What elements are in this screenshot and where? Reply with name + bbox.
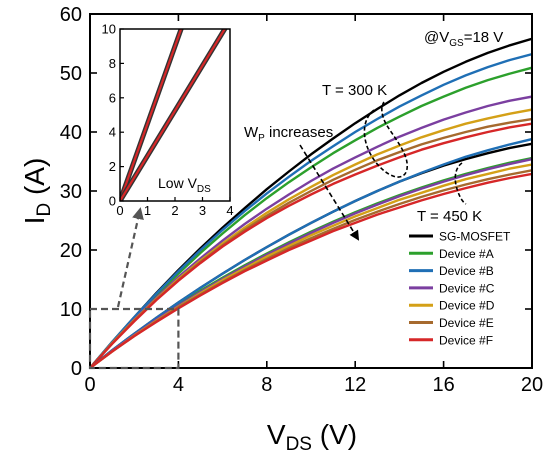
inset-y-tick-label: 0 <box>109 194 116 209</box>
zoom-region-box <box>88 307 180 370</box>
y-tick-label: 30 <box>60 181 82 203</box>
zoom-arrow <box>116 207 144 308</box>
y-tick-label: 40 <box>60 122 82 144</box>
y-tick-label: 60 <box>60 4 82 26</box>
inset-line-t300 <box>120 29 183 201</box>
x-axis-label: VDS (V) <box>267 419 357 451</box>
vgs-annotation: @VGS=18 V <box>424 29 503 49</box>
t450-group-ellipse <box>454 162 467 205</box>
series-line-device-b-t450 <box>90 137 532 368</box>
inset-label: Low VDS <box>158 175 211 195</box>
inset-y-tick-label: 2 <box>109 159 116 174</box>
legend-label-device-a: Device #A <box>439 247 494 261</box>
t450-annotation: T = 450 K <box>417 208 482 225</box>
legend: SG-MOSFET Device #A Device #B Device #C Devi… <box>409 230 511 347</box>
inset-x-tick-label: 0 <box>116 203 123 218</box>
inset-y-tick-label: 8 <box>109 56 116 71</box>
wp-increase-arrow <box>299 144 360 241</box>
inset-x-tick-label: 3 <box>199 203 206 218</box>
t300-annotation: T = 300 K <box>322 82 387 99</box>
y-tick-label: 50 <box>60 63 82 85</box>
y-axis-label: ID (A) <box>19 158 55 225</box>
inset-y-tick-label: 4 <box>109 125 116 140</box>
x-tick-label: 0 <box>84 374 95 396</box>
series-line-device-b-t300 <box>90 52 532 368</box>
inset-y-tick-label: 10 <box>102 22 116 37</box>
series-line-device-a-t300 <box>90 66 532 368</box>
inset-x-tick-label: 4 <box>226 203 233 218</box>
legend-label-device-b: Device #B <box>439 264 494 278</box>
inset-x-tick-label: 1 <box>144 203 151 218</box>
wp-annotation: WP increases <box>244 124 333 144</box>
y-tick-label: 10 <box>60 299 82 321</box>
series-line-device-f-t300 <box>90 122 532 368</box>
y-tick-label: 20 <box>60 240 82 262</box>
legend-label-device-f: Device #F <box>439 333 493 347</box>
x-tick-label: 16 <box>432 374 454 396</box>
legend-label-sg-mosfet: SG-MOSFET <box>439 230 511 244</box>
inset-x-tick-label: 2 <box>171 203 178 218</box>
x-tick-label: 12 <box>344 374 366 396</box>
inset-y-tick-label: 6 <box>109 90 116 105</box>
inset-series-lines <box>120 29 228 201</box>
t300-group-ellipse <box>363 101 409 178</box>
x-tick-label: 8 <box>261 374 272 396</box>
y-tick-label: 0 <box>71 358 82 380</box>
main-series-lines <box>90 37 532 368</box>
legend-label-device-c: Device #C <box>439 281 495 295</box>
inset-line-t450 <box>120 29 227 201</box>
x-tick-label: 4 <box>173 374 184 396</box>
legend-label-device-d: Device #D <box>439 299 495 313</box>
x-tick-label: 20 <box>521 374 543 396</box>
legend-label-device-e: Device #E <box>439 316 494 330</box>
inset-axis-ticks: 0 1 2 3 4 0 2 4 6 8 10 <box>102 22 234 219</box>
series-line-device-f-t450 <box>90 172 532 368</box>
